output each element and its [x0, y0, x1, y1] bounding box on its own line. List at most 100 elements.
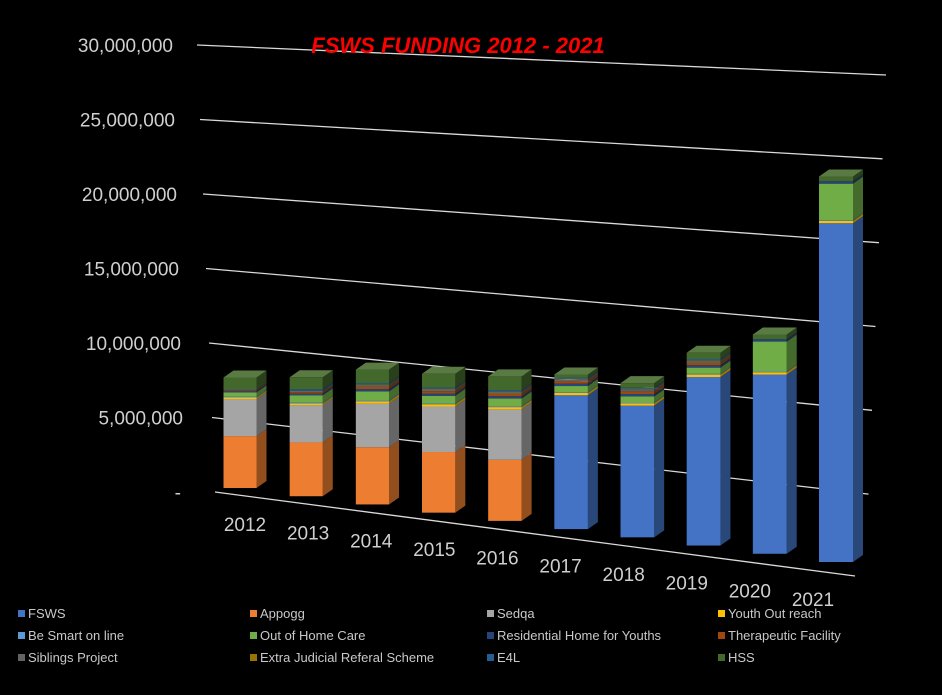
- bar-therapeutic-facility-2016: [488, 393, 522, 397]
- legend-item: Appogg: [250, 606, 487, 621]
- bar-hss-2019: [686, 352, 721, 360]
- bar-siblings-project-2014: [355, 385, 390, 387]
- bar-fsws-2018: [620, 405, 655, 538]
- bar-stack-2020: [752, 327, 797, 554]
- bar-side-out-of-home-care-2019: [720, 360, 731, 374]
- bar-youth-out-reach-2016: [488, 407, 522, 410]
- bar-out-of-home-care-2021: [819, 183, 853, 221]
- bar-side-out-of-home-care-2012: [256, 385, 267, 397]
- gridline-4: [202, 193, 880, 244]
- bar-therapeutic-facility-2019: [686, 362, 721, 366]
- legend-label: Residential Home for Youths: [497, 628, 662, 643]
- bar-fsws-2021: [819, 223, 853, 562]
- y-tick-label: 15,000,000: [84, 260, 179, 281]
- legend-swatch: [250, 610, 257, 617]
- bar-out-of-home-care-2012: [223, 392, 257, 397]
- bar-e4l-2017: [554, 377, 588, 380]
- legend-label: Appogg: [260, 606, 305, 621]
- legend-swatch: [18, 654, 25, 661]
- bar-extra-judicial-referal-scheme-2014: [355, 384, 390, 386]
- x-tick-label: 2017: [539, 557, 581, 578]
- bar-side-hss-2014: [389, 362, 400, 384]
- bar-therapeutic-facility-2017: [554, 381, 588, 384]
- legend-swatch: [718, 610, 725, 617]
- x-tick-label: 2013: [287, 523, 329, 544]
- bar-side-siblings-project-2017: [587, 372, 598, 382]
- bar-hss-2014: [355, 369, 390, 384]
- bar-top-2013: [289, 370, 333, 378]
- bar-side-appogg-2016: [521, 452, 532, 521]
- y-tick-label: -: [175, 483, 181, 504]
- legend-item: Residential Home for Youths: [487, 628, 718, 643]
- bar-side-be-smart-on-line-2013: [322, 395, 333, 404]
- bar-side-out-of-home-care-2014: [389, 384, 400, 401]
- bar-appogg-2014: [355, 447, 390, 505]
- y-axis-tick-labels: - 5,000,000 10,000,000 15,000,000 20,000,000…: [78, 36, 183, 504]
- bar-be-smart-on-line-2019: [686, 373, 721, 375]
- bar-sedqa-2015: [422, 406, 456, 453]
- bar-side-e4l-2016: [521, 383, 532, 392]
- bar-side-out-of-home-care-2020: [786, 334, 797, 372]
- gridline-3: [205, 267, 876, 328]
- bar-side-therapeutic-facility-2012: [256, 383, 267, 391]
- bar-e4l-2014: [355, 383, 390, 385]
- bar-side-siblings-project-2012: [256, 382, 267, 391]
- bar-be-smart-on-line-2021: [819, 220, 853, 221]
- bar-side-hss-2015: [455, 366, 466, 388]
- legend-item: Therapeutic Facility: [718, 628, 918, 643]
- bar-side-sedqa-2015: [455, 399, 466, 453]
- bar-side-extra-judicial-referal-scheme-2017: [587, 372, 598, 380]
- bar-top-2018: [620, 376, 665, 384]
- bar-out-of-home-care-2019: [686, 367, 721, 374]
- bar-side-residential-home-for-youths-2013: [322, 386, 333, 396]
- bar-youth-out-reach-2017: [554, 392, 588, 396]
- bar-stack-2015: [422, 366, 466, 513]
- bar-side-e4l-2019: [720, 352, 731, 361]
- bar-side-extra-judicial-referal-scheme-2015: [455, 381, 466, 390]
- bar-side-residential-home-for-youths-2017: [587, 376, 598, 387]
- bar-be-smart-on-line-2014: [355, 400, 390, 402]
- bar-side-therapeutic-facility-2013: [322, 385, 333, 394]
- bar-side-residential-home-for-youths-2021: [853, 174, 863, 184]
- x-tick-label: 2014: [350, 532, 393, 553]
- bar-sedqa-2012: [223, 399, 257, 437]
- legend-label: Extra Judicial Referal Scheme: [260, 650, 435, 665]
- x-tick-label: 2016: [476, 548, 518, 569]
- bar-side-youth-out-reach-2012: [256, 390, 267, 400]
- bar-stack-2012: [223, 370, 267, 488]
- bar-side-be-smart-on-line-2020: [786, 364, 797, 373]
- bar-siblings-project-2015: [422, 389, 456, 392]
- bar-side-e4l-2013: [322, 382, 333, 391]
- bar-therapeutic-facility-2015: [422, 391, 456, 394]
- bar-therapeutic-facility-2018: [620, 391, 655, 394]
- bar-side-e4l-2017: [587, 370, 598, 380]
- bar-out-of-home-care-2016: [488, 398, 522, 407]
- bar-side-be-smart-on-line-2018: [654, 395, 665, 404]
- bar-hss-2017: [554, 374, 588, 378]
- bar-youth-out-reach-2020: [752, 372, 787, 375]
- bar-side-e4l-2015: [455, 380, 466, 389]
- bar-side-appogg-2015: [455, 445, 466, 513]
- x-tick-label: 2020: [729, 582, 771, 603]
- legend-swatch: [487, 610, 494, 617]
- bar-top-2012: [223, 370, 267, 378]
- bar-e4l-2013: [289, 389, 323, 391]
- bar-stack-2014: [355, 362, 400, 505]
- bar-residential-home-for-youths-2021: [819, 181, 853, 184]
- bar-be-smart-on-line-2020: [752, 371, 787, 373]
- legend-item: Be Smart on line: [18, 628, 250, 643]
- gridline-6: [196, 44, 887, 76]
- bar-e4l-2016: [488, 390, 522, 392]
- bar-side-siblings-project-2019: [720, 354, 731, 363]
- bar-side-youth-out-reach-2018: [654, 396, 665, 406]
- bar-side-appogg-2014: [389, 440, 400, 505]
- bar-side-youth-out-reach-2014: [389, 394, 400, 404]
- bar-side-out-of-home-care-2021: [853, 176, 863, 221]
- bar-side-youth-out-reach-2015: [455, 397, 466, 407]
- bar-stack-2016: [488, 369, 532, 521]
- bar-sedqa-2014: [355, 403, 390, 448]
- bar-side-fsws-2019: [720, 369, 731, 546]
- bar-side-youth-out-reach-2017: [587, 385, 598, 396]
